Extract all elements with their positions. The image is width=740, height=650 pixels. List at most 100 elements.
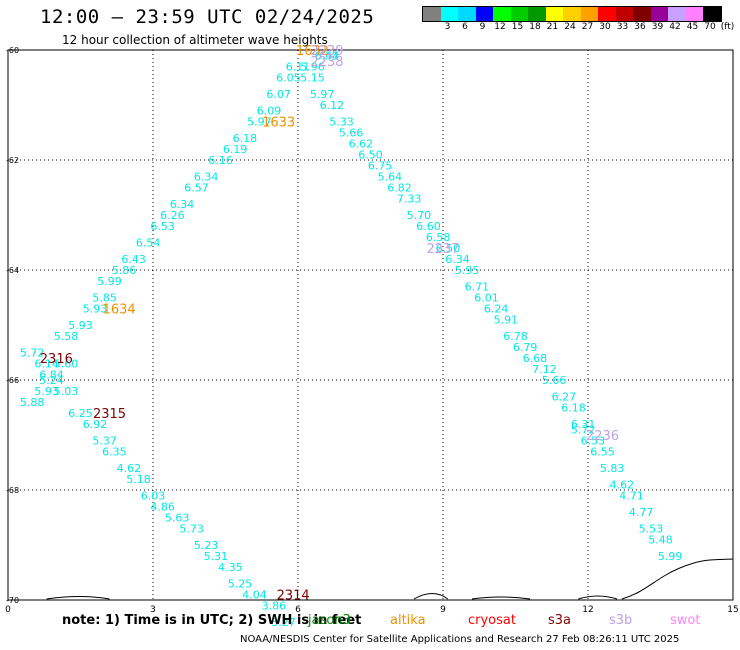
- coastline: [46, 558, 734, 600]
- swh-value-label: 6.75: [368, 160, 393, 173]
- y-tick-label: -68: [6, 486, 19, 495]
- swh-value-label: 4.62: [610, 479, 635, 492]
- map-subtitle: 12 hour collection of altimeter wave hei…: [62, 33, 328, 47]
- swh-value-label: 6.58: [426, 231, 451, 244]
- swh-value-label: 6.78: [503, 330, 528, 343]
- swh-value-label: 6.53: [581, 435, 606, 448]
- swh-value-label: 5.83: [600, 462, 625, 475]
- swh-value-label: 6.43: [121, 253, 146, 266]
- swh-value-label: 5.96: [300, 61, 325, 74]
- swh-value-label: 5.33: [329, 116, 354, 129]
- swh-value-label: 5.03: [54, 385, 79, 398]
- legend-s3b: s3b: [609, 613, 633, 628]
- x-tick-label: 9: [440, 605, 446, 615]
- swh-value-label: 5.72: [571, 424, 596, 437]
- swh-value-label: 5.95: [455, 264, 480, 277]
- swh-value-label: 5.63: [165, 512, 190, 525]
- credit-line: NOAA/NESDIS Center for Satellite Applica…: [240, 634, 680, 645]
- legend-tick-label: 18: [529, 22, 541, 32]
- swh-value-label: 6.79: [513, 341, 538, 354]
- swh-value-label: 5.97: [247, 116, 272, 129]
- swh-value-label: 5.37: [92, 435, 117, 448]
- x-tick-label: 6: [295, 605, 301, 615]
- swh-value-label: 5.93: [34, 385, 59, 398]
- swh-value-label: 6.51: [315, 50, 340, 63]
- swh-value-label: 6.24: [484, 303, 509, 316]
- swh-value-label: 5.97: [310, 88, 335, 101]
- swh-value-label: 4.35: [218, 561, 243, 574]
- swh-value-label: 5.73: [179, 523, 204, 536]
- swh-value-label: 4.77: [629, 506, 654, 519]
- pass-time-label: 1634: [103, 303, 136, 318]
- legend-swatch: [685, 7, 703, 21]
- swh-value-label: 5.25: [228, 578, 253, 591]
- page-title: 12:00 – 23:59 UTC 02/24/2025: [40, 6, 375, 28]
- y-tick-label: -70: [6, 596, 19, 605]
- swh-value-label: 6.11: [286, 61, 311, 74]
- swh-value-label: 5.15: [300, 72, 325, 85]
- swh-value-label: 6.18: [561, 402, 586, 415]
- legend-tick-label: 30: [599, 22, 611, 32]
- legend-swot: swot: [670, 613, 701, 628]
- legend-tick-label: 24: [564, 22, 576, 32]
- swh-value-label: 5.58: [54, 330, 79, 343]
- swh-value-label: 6.16: [208, 154, 233, 167]
- swh-value-label: 6.07: [266, 88, 291, 101]
- swh-value-label: 6.68: [523, 352, 548, 365]
- y-tick-label: -66: [6, 376, 19, 385]
- swh-value-label: 6.12: [320, 99, 345, 112]
- x-tick-label: 12: [582, 605, 593, 615]
- swh-value-label: 6.25: [68, 407, 93, 420]
- swh-value-label: 5.18: [126, 473, 151, 486]
- swh-value-label: 6.84: [39, 369, 64, 382]
- swh-value-label: 5.93: [68, 319, 93, 332]
- swh-value-label: 5.91: [494, 314, 519, 327]
- swh-value-label: 6.09: [257, 105, 282, 118]
- swh-value-label: 7.33: [397, 193, 422, 206]
- swh-value-label: 6.57: [184, 182, 209, 195]
- pass-time-label: 1632: [296, 44, 329, 59]
- swh-value-label: 5.23: [194, 539, 219, 552]
- legend-tick-label: 12: [494, 22, 506, 32]
- legend-tick-label: 27: [581, 22, 594, 32]
- swh-value-label: 5.85: [92, 292, 117, 305]
- swh-value-label: 6.53: [150, 220, 175, 233]
- pass-time-label: 2238: [310, 55, 343, 70]
- legend-tick-label: 33: [616, 22, 629, 32]
- y-tick-label: -62: [6, 156, 19, 165]
- legend-tick-label: 6: [462, 22, 468, 32]
- swh-value-label: 5.93: [83, 303, 108, 316]
- legend-swatch: [615, 7, 633, 21]
- swh-value-label: 5.88: [20, 396, 45, 409]
- swh-value-label: 6.34: [170, 198, 195, 211]
- pass-time-label: 1633: [262, 116, 295, 131]
- swh-value-label: 5.31: [204, 550, 229, 563]
- legend-swatch: [650, 7, 668, 21]
- swh-value-label: 6.82: [387, 182, 412, 195]
- swh-value-label: 4.04: [242, 589, 267, 602]
- swh-value-label: 7.12: [532, 363, 557, 376]
- swh-value-label: 3.27: [271, 616, 296, 629]
- swh-value-label: 6.54: [136, 237, 161, 250]
- map-frame: [7, 49, 734, 601]
- swh-value-label: 6.19: [223, 143, 248, 156]
- legend-swatch: [475, 7, 493, 21]
- swh-value-label: 5.64: [378, 171, 403, 184]
- x-tick-label: 15: [727, 605, 738, 615]
- swh-value-label: 3.86: [262, 600, 287, 613]
- legend-tick-label: 21: [546, 22, 559, 32]
- pass-time-label: 2314: [277, 589, 310, 604]
- y-tick-label: -64: [6, 266, 19, 275]
- swh-value-label: 5.66: [339, 127, 364, 140]
- legend-jason3: jason3: [308, 613, 351, 628]
- swh-value-label: 6.35: [102, 446, 127, 459]
- pass-time-label: 2316: [40, 352, 73, 367]
- legend-tick-label: 42: [669, 22, 681, 32]
- legend-swatch: [528, 7, 546, 21]
- legend-swatch: [440, 7, 458, 21]
- pass-time-label: 2236: [586, 429, 619, 444]
- swh-value-label: 5.66: [542, 374, 567, 387]
- swh-value-label: 6.44: [315, 50, 340, 63]
